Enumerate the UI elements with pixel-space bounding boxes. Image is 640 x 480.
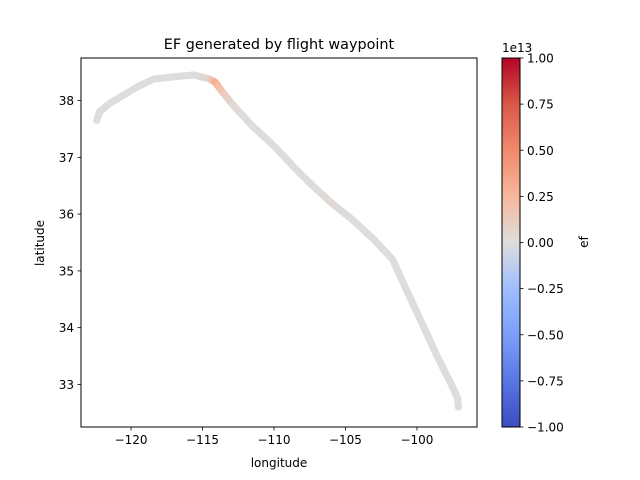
colorbar-tick-label: −0.75 — [527, 374, 564, 388]
y-tick-label: 38 — [59, 94, 74, 108]
colorbar-tick-label: −0.50 — [527, 328, 564, 342]
colorbar-label: ef — [577, 235, 591, 247]
y-axis: 33 34 35 36 37 38 — [59, 94, 81, 392]
data-layer — [93, 71, 463, 411]
colorbar-tick-label: −0.25 — [527, 282, 564, 296]
colorbar-tick-label: 1.00 — [527, 52, 554, 66]
colorbar-axis: 1.00 0.75 0.50 0.25 0.00 −0.25 −0.50 −0.75 −1.00 — [520, 52, 564, 435]
x-tick-label: −120 — [115, 433, 148, 447]
x-tick-label: −100 — [400, 433, 433, 447]
y-tick-label: 35 — [59, 264, 74, 278]
colorbar-tick-label: 0.50 — [527, 144, 554, 158]
colorbar — [501, 57, 521, 428]
colorbar-exponent: 1e13 — [502, 41, 532, 55]
colorbar-tick-label: 0.75 — [527, 98, 554, 112]
plot-frame — [80, 57, 478, 428]
colorbar-tick-label: 0.00 — [527, 236, 554, 250]
y-tick-label: 37 — [59, 151, 74, 165]
x-tick-label: −105 — [329, 433, 362, 447]
x-tick-label: −110 — [258, 433, 291, 447]
x-axis: −120 −115 −110 −105 −100 — [115, 427, 433, 447]
y-tick-label: 33 — [59, 378, 74, 392]
colorbar-tick-label: 0.25 — [527, 190, 554, 204]
colorbar-tick-label: −1.00 — [527, 421, 564, 435]
x-tick-label: −115 — [186, 433, 219, 447]
y-tick-label: 36 — [59, 208, 74, 222]
y-tick-label: 34 — [59, 321, 74, 335]
x-axis-label: longitude — [251, 456, 308, 470]
chart-title: EF generated by flight waypoint — [164, 37, 395, 53]
waypoint-marker — [454, 403, 463, 411]
y-axis-label: latitude — [33, 220, 47, 266]
